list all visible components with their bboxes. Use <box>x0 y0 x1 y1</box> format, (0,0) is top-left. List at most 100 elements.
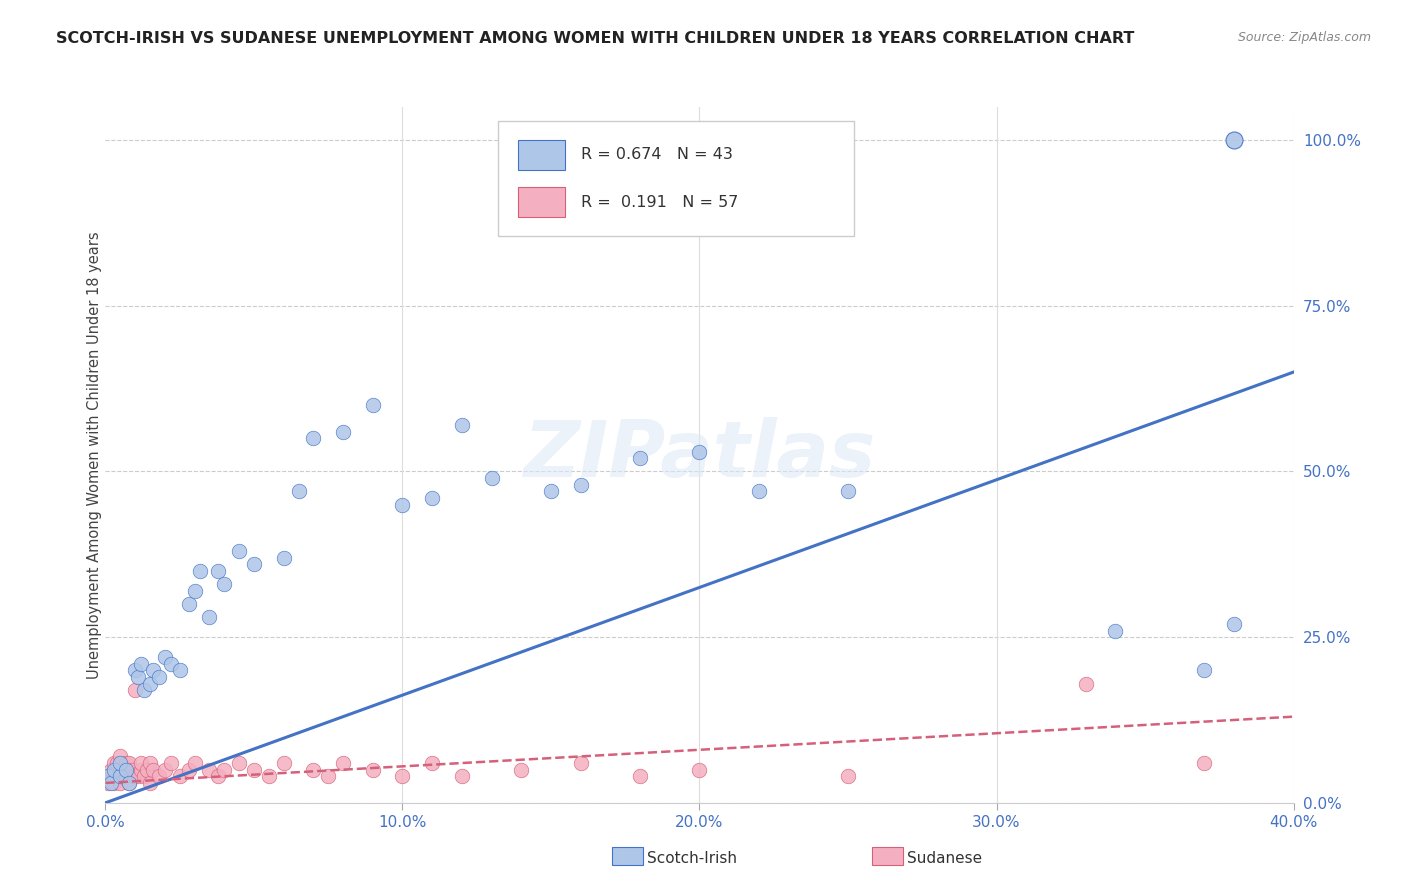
Point <box>748 484 770 499</box>
Point <box>153 763 176 777</box>
Text: SCOTCH-IRISH VS SUDANESE UNEMPLOYMENT AMONG WOMEN WITH CHILDREN UNDER 18 YEARS C: SCOTCH-IRISH VS SUDANESE UNEMPLOYMENT AM… <box>56 31 1135 46</box>
Point <box>100 763 122 777</box>
Point <box>110 776 132 790</box>
Point <box>124 769 146 783</box>
Point <box>177 763 200 777</box>
Point <box>361 398 384 412</box>
Point <box>214 763 236 777</box>
Point <box>100 769 122 783</box>
Point <box>121 769 143 783</box>
Point <box>302 431 325 445</box>
Point <box>1223 616 1246 631</box>
Point <box>153 650 176 665</box>
Point <box>1194 756 1216 770</box>
Point <box>139 776 162 790</box>
Point <box>118 776 141 790</box>
Point <box>361 763 384 777</box>
Point <box>1194 663 1216 677</box>
Point <box>837 484 859 499</box>
Point <box>1104 624 1126 638</box>
Point <box>127 769 149 783</box>
Point <box>198 610 221 624</box>
Point <box>207 769 229 783</box>
FancyBboxPatch shape <box>498 121 853 235</box>
Text: R =  0.191   N = 57: R = 0.191 N = 57 <box>581 194 738 210</box>
Point <box>316 769 339 783</box>
Point <box>132 769 155 783</box>
Point <box>198 763 221 777</box>
Point <box>129 756 152 770</box>
Point <box>332 756 354 770</box>
Point <box>628 451 651 466</box>
Point <box>97 776 120 790</box>
Point <box>302 763 325 777</box>
Point <box>110 749 132 764</box>
Point <box>124 663 146 677</box>
Point <box>183 756 205 770</box>
Point <box>112 769 135 783</box>
Point <box>450 769 472 783</box>
Point <box>118 763 141 777</box>
Point <box>391 498 413 512</box>
Point <box>129 763 152 777</box>
Point <box>142 663 165 677</box>
Point <box>105 763 128 777</box>
Point <box>420 756 443 770</box>
Point <box>100 776 122 790</box>
Point <box>287 484 309 499</box>
Point <box>139 756 162 770</box>
Text: ZIPatlas: ZIPatlas <box>523 417 876 493</box>
Point <box>540 484 562 499</box>
Point <box>332 425 354 439</box>
Point <box>148 769 170 783</box>
Bar <box>517 139 565 169</box>
Point <box>510 763 533 777</box>
Point <box>207 564 229 578</box>
Point <box>121 763 143 777</box>
Point <box>105 756 128 770</box>
Point <box>273 550 295 565</box>
Point <box>183 583 205 598</box>
Y-axis label: Unemployment Among Women with Children Under 18 years: Unemployment Among Women with Children U… <box>87 231 101 679</box>
Point <box>391 769 413 783</box>
Text: Scotch-Irish: Scotch-Irish <box>647 851 737 865</box>
Point <box>118 756 141 770</box>
Point <box>450 418 472 433</box>
Point <box>481 471 503 485</box>
Point <box>569 756 592 770</box>
Point <box>689 444 711 458</box>
Point <box>1074 676 1097 690</box>
Point <box>110 769 132 783</box>
Point <box>190 564 212 578</box>
Point <box>228 544 250 558</box>
Point <box>127 670 149 684</box>
Point <box>110 756 132 770</box>
Point <box>129 657 152 671</box>
Point <box>97 769 120 783</box>
Point <box>837 769 859 783</box>
Point <box>148 670 170 684</box>
Point <box>214 577 236 591</box>
Point <box>115 756 138 770</box>
Point <box>132 683 155 698</box>
Point <box>689 763 711 777</box>
Point <box>257 769 280 783</box>
Point <box>159 657 181 671</box>
Point <box>569 477 592 491</box>
Point <box>243 763 266 777</box>
Point <box>112 763 135 777</box>
Text: Sudanese: Sudanese <box>907 851 981 865</box>
Bar <box>517 187 565 217</box>
Point <box>124 683 146 698</box>
Point <box>628 769 651 783</box>
Point <box>420 491 443 505</box>
Point <box>1223 133 1246 147</box>
Point <box>139 676 162 690</box>
Point <box>103 776 125 790</box>
Point <box>103 756 125 770</box>
Point <box>169 769 191 783</box>
Point <box>115 763 138 777</box>
Point <box>159 756 181 770</box>
Point <box>103 763 125 777</box>
Point <box>118 776 141 790</box>
